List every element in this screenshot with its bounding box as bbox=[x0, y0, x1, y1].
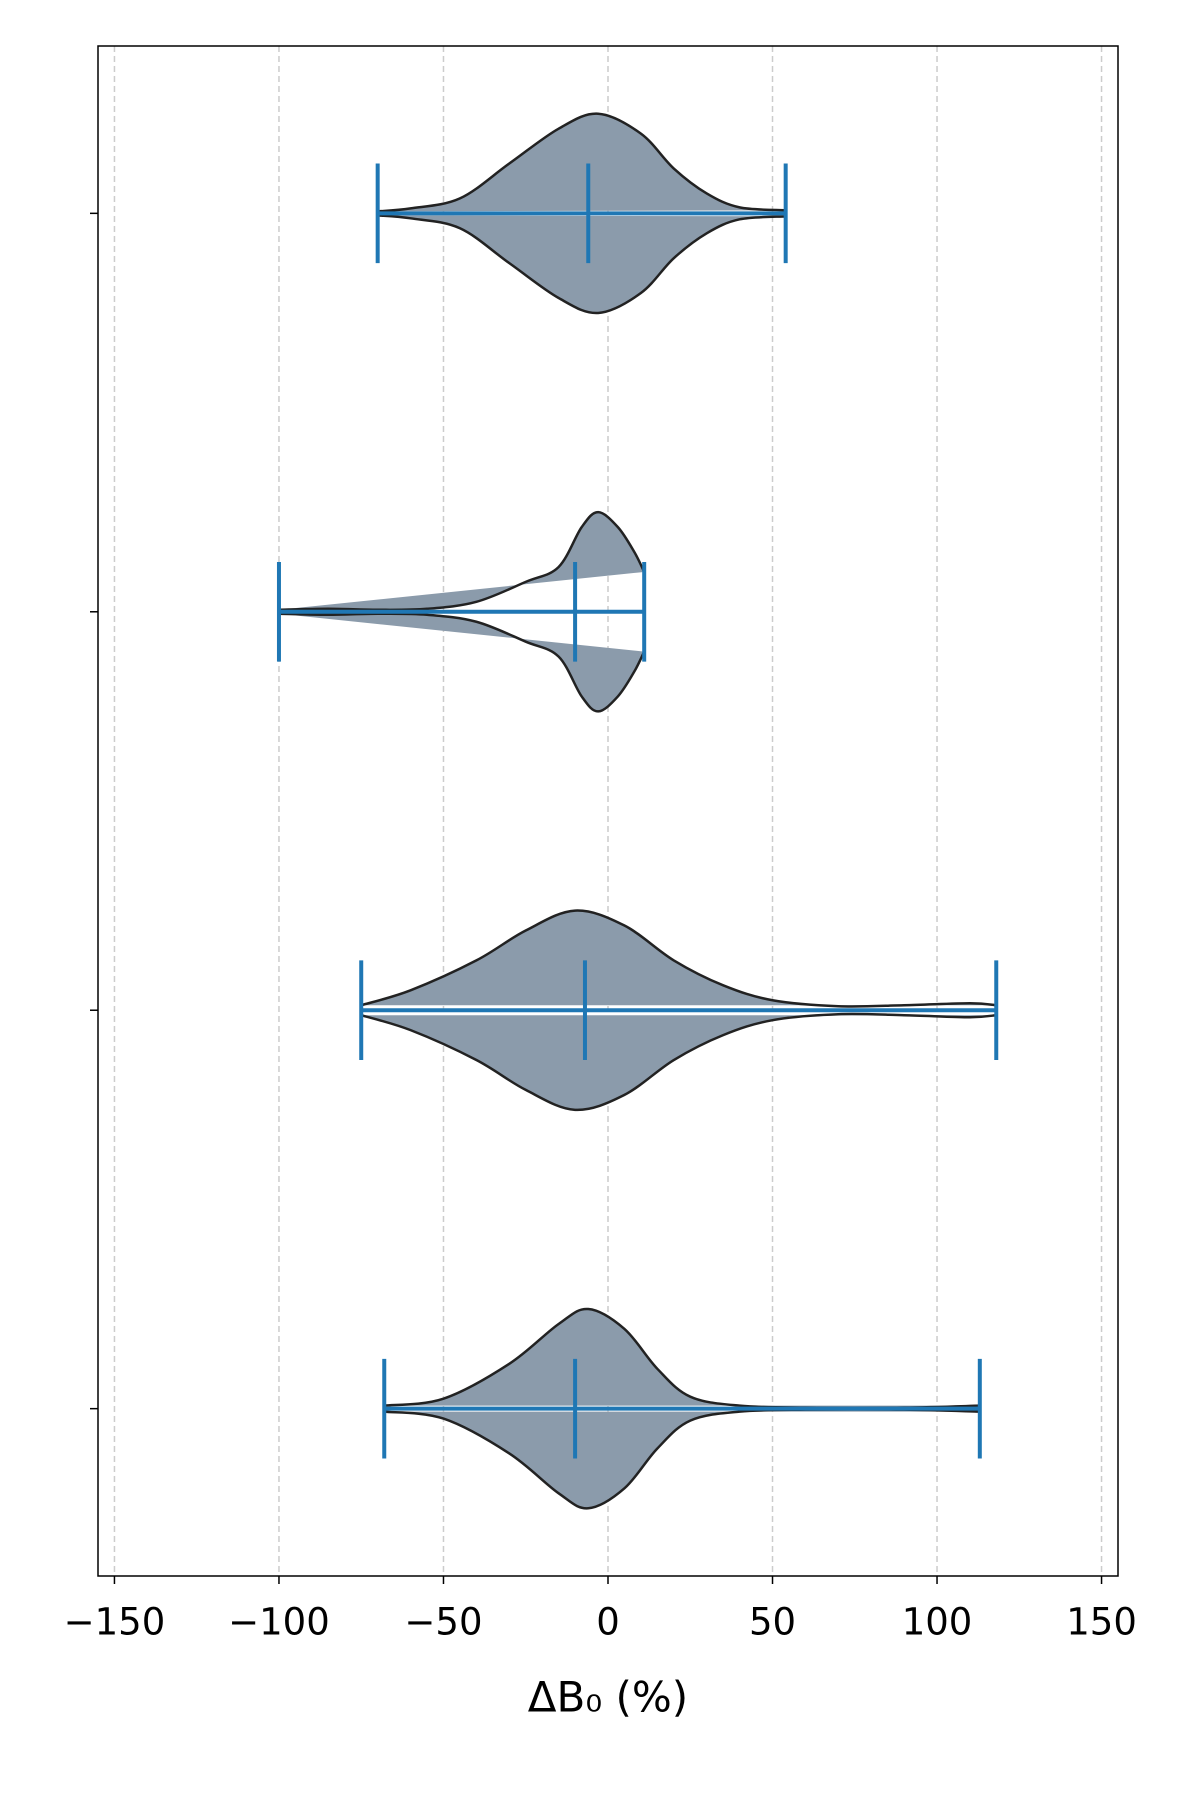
x-tick-label: 150 bbox=[1066, 1601, 1137, 1644]
violin-edge bbox=[278, 510, 646, 612]
x-tick-label: −100 bbox=[228, 1601, 330, 1644]
x-tick-label: 0 bbox=[596, 1601, 620, 1644]
violin-body bbox=[278, 613, 645, 712]
x-tick-label: −150 bbox=[64, 1601, 166, 1644]
violin-body bbox=[377, 113, 786, 212]
x-axis-label: ΔB₀ (%) bbox=[528, 1673, 688, 1722]
violin-edge bbox=[360, 1012, 997, 1112]
violin-body bbox=[384, 1308, 980, 1408]
violin-body bbox=[361, 910, 997, 1007]
violin-body bbox=[278, 512, 645, 610]
violin-edge bbox=[278, 612, 646, 713]
violin-body bbox=[377, 215, 786, 314]
violin-body bbox=[384, 1409, 980, 1509]
plot-frame bbox=[97, 45, 1119, 1577]
x-tick-label: 50 bbox=[749, 1601, 796, 1644]
violin-edge bbox=[377, 214, 786, 315]
x-tick-label: −50 bbox=[404, 1601, 482, 1644]
violin-body bbox=[361, 1013, 997, 1110]
violin-edge bbox=[360, 909, 997, 1008]
violin-edge bbox=[377, 112, 786, 213]
x-tick-label: 100 bbox=[902, 1601, 973, 1644]
